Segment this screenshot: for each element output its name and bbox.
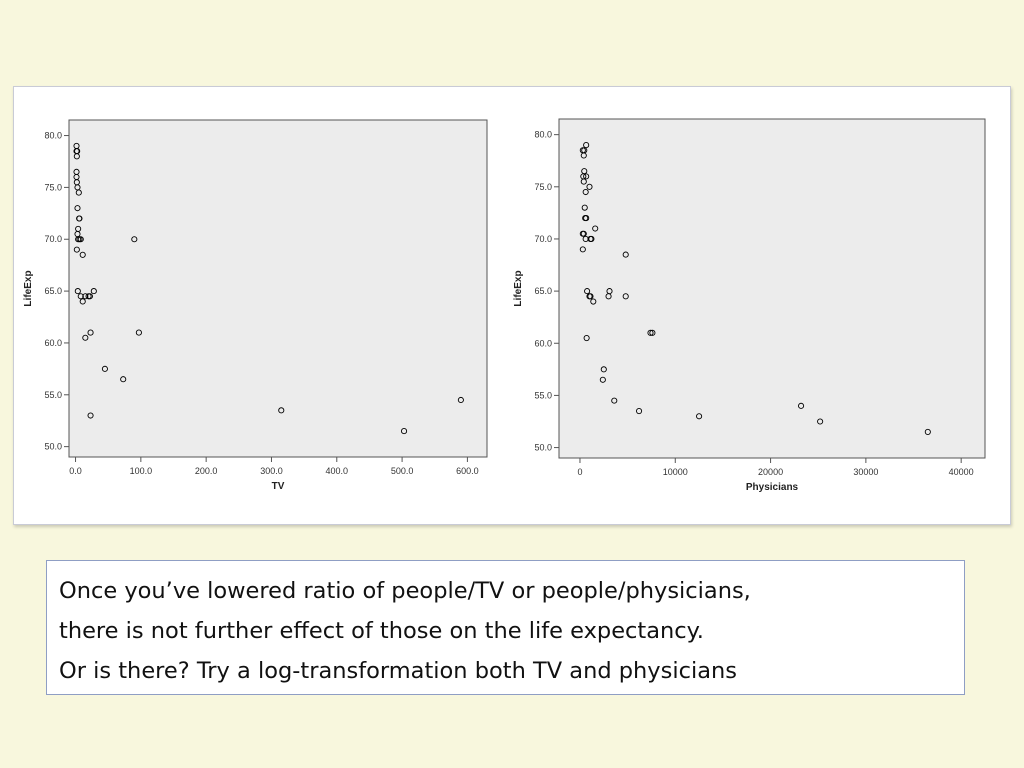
y-axis-title: LifeExp	[513, 270, 524, 306]
data-point	[586, 183, 593, 190]
data-point	[401, 428, 408, 435]
y-tick-label: 50.0	[534, 443, 552, 453]
data-point	[580, 230, 587, 237]
x-axis-title: TV	[272, 481, 285, 492]
y-tick-label: 55.0	[44, 390, 62, 400]
y-tick-label: 65.0	[44, 286, 62, 296]
scatter-plot-1: 50.0 55.0 60.0 65.0 70.0 75.0 80.0 0.0 100.0 200.…	[23, 119, 488, 492]
x-tick-label: 40000	[949, 467, 974, 477]
plot-area	[68, 119, 488, 458]
caption-line-3: Or is there? Try a log-transformation bo…	[59, 658, 737, 684]
y-tick-label: 75.0	[44, 182, 62, 192]
data-point	[622, 293, 629, 300]
data-point	[636, 408, 643, 415]
data-point	[457, 396, 464, 404]
x-tick-label: 10000	[663, 467, 688, 477]
data-point	[583, 334, 590, 342]
data-point	[82, 334, 89, 341]
y-tick-label: 80.0	[44, 131, 62, 141]
data-point	[622, 251, 629, 258]
caption-line-1: Once you’ve lowered ratio of people/TV o…	[59, 578, 751, 604]
data-point	[77, 293, 84, 300]
y-tick-label: 50.0	[44, 442, 62, 452]
y-tick-label: 80.0	[534, 130, 552, 140]
x-tick-label: 600.0	[456, 466, 479, 476]
y-tick-label: 55.0	[534, 390, 552, 400]
data-point	[73, 153, 80, 160]
data-point	[79, 251, 86, 258]
data-point	[582, 188, 589, 196]
data-point	[86, 293, 93, 300]
data-point	[75, 189, 82, 196]
data-point	[600, 366, 607, 373]
data-point	[101, 365, 108, 372]
data-point	[647, 329, 654, 336]
data-point	[583, 173, 590, 180]
x-tick-label: 20000	[758, 467, 783, 477]
x-tick-label: 0.0	[69, 466, 82, 476]
x-tick-label: 0	[577, 467, 582, 477]
data-point	[90, 288, 97, 295]
data-point	[74, 205, 81, 212]
data-point	[599, 376, 606, 383]
data-point	[817, 418, 824, 425]
data-point	[798, 402, 805, 409]
y-tick-label: 65.0	[534, 286, 552, 296]
y-axis-title: LifeExp	[23, 270, 34, 306]
data-point	[580, 152, 587, 159]
data-point	[77, 236, 84, 243]
data-point	[79, 298, 86, 305]
data-point	[611, 397, 618, 404]
data-point	[73, 246, 80, 253]
data-point	[579, 246, 586, 253]
data-point	[87, 412, 94, 419]
x-tick-label: 30000	[853, 467, 878, 477]
x-tick-label: 100.0	[130, 466, 153, 476]
data-point	[924, 428, 931, 435]
caption-line-2: there is not further effect of those on …	[59, 618, 704, 644]
y-tick-label: 70.0	[534, 234, 552, 244]
data-point	[592, 225, 599, 232]
y-tick-label: 70.0	[44, 234, 62, 244]
data-point	[135, 329, 142, 336]
y-tick-label: 75.0	[534, 182, 552, 192]
x-tick-label: 400.0	[326, 466, 349, 476]
scatter-plots: 50.0 55.0 60.0 65.0 70.0 75.0 80.0 0.0 100.0 200.…	[23, 118, 986, 493]
data-point	[583, 215, 590, 222]
x-axis-title: Physicians	[746, 482, 799, 493]
y-tick-label: 60.0	[44, 338, 62, 348]
figure-panel: 50.0 55.0 60.0 65.0 70.0 75.0 80.0 0.0 100.0 200.…	[13, 86, 1011, 525]
x-tick-label: 300.0	[260, 466, 283, 476]
data-point	[581, 204, 588, 211]
data-point	[649, 329, 656, 336]
data-point	[278, 407, 285, 414]
data-point	[580, 178, 587, 185]
data-point	[696, 413, 703, 420]
data-point	[590, 298, 597, 305]
data-point	[587, 293, 594, 300]
data-point	[87, 329, 94, 336]
data-point	[584, 288, 591, 295]
x-tick-label: 500.0	[391, 466, 414, 476]
caption-box: Once you’ve lowered ratio of people/TV o…	[46, 560, 965, 695]
data-point	[82, 293, 89, 300]
data-point	[120, 376, 127, 383]
y-tick-label: 60.0	[534, 338, 552, 348]
data-point	[606, 288, 613, 295]
data-point	[131, 236, 138, 243]
data-point	[74, 288, 81, 295]
data-point	[583, 142, 590, 149]
scatter-plot-2: 50.0 55.0 60.0 65.0 70.0 75.0 80.0 0 10000 20000 3…	[513, 118, 986, 493]
data-point	[588, 235, 595, 243]
plot-area	[558, 118, 986, 459]
data-point	[76, 215, 83, 222]
x-tick-label: 200.0	[195, 466, 218, 476]
